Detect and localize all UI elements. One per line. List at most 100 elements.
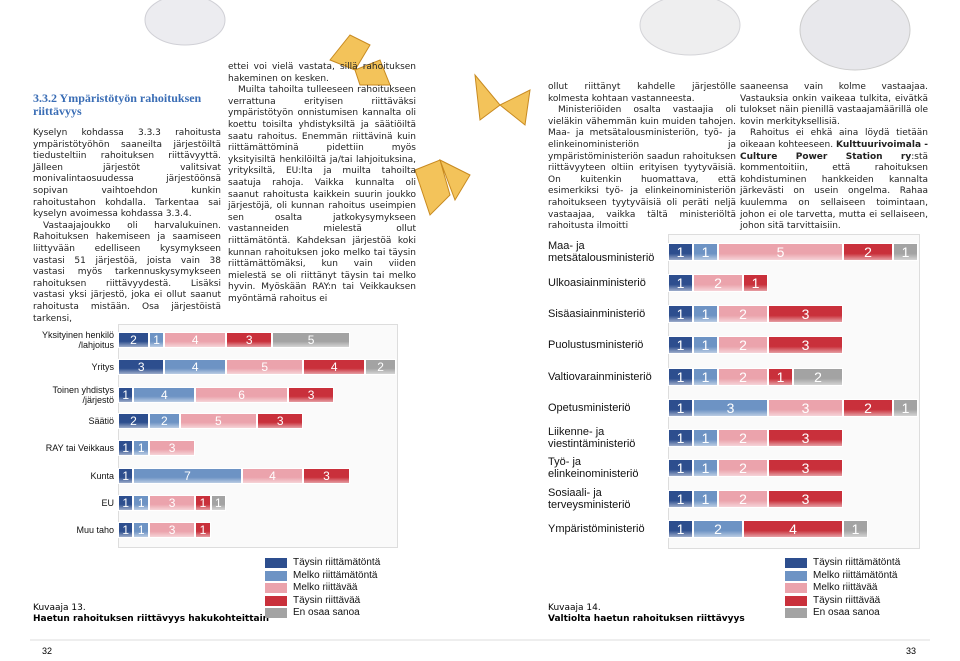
- paragraph: saaneensa vain kolme vastaajaa. Vastauks…: [740, 82, 928, 127]
- legend-label: Melko riittämätöntä: [293, 569, 378, 581]
- legend-label: Täysin riittämätöntä: [293, 557, 381, 568]
- legend-label: Melko riittävää: [813, 582, 878, 593]
- bar-segment: 2: [118, 332, 149, 348]
- category-label: Valtiovarainministeriö: [548, 371, 652, 383]
- bar-segment: 3: [118, 359, 165, 375]
- paragraph: Ministeriöiden osalta vastaajia oli viel…: [548, 105, 736, 232]
- bold-text: Kulttuurivoimala - Culture Power Station…: [740, 139, 928, 162]
- bar-segment: 3: [768, 305, 843, 323]
- bar-segment: 4: [303, 359, 366, 375]
- category-label: Yksityinen henkilö /lahjoitus: [41, 330, 114, 350]
- bar-segment: 5: [226, 359, 304, 375]
- bar-segment: 4: [164, 359, 227, 375]
- bar-segment: 2: [148, 413, 180, 429]
- bar-segment: 1: [843, 520, 868, 538]
- bar-segment: 3: [148, 522, 196, 538]
- bar-segment: 1: [693, 243, 718, 261]
- caption: Kuvaaja 14. Valtiolta haetun rahoituksen…: [548, 603, 745, 625]
- category-label: Liikenne- ja viestintäministeriö: [548, 426, 636, 450]
- bar-segment: 2: [693, 520, 743, 538]
- text-column: ettei voi vielä vastata, sillä rahoituks…: [228, 62, 416, 305]
- bar-segment: 1: [210, 495, 227, 511]
- bar-segment: 1: [668, 243, 693, 261]
- legend-label: Melko riittävää: [293, 582, 358, 593]
- legend-swatch: [785, 608, 807, 618]
- bar-segment: 1: [893, 399, 918, 417]
- bar-segment: 1: [118, 468, 134, 484]
- bar-segment: 1: [118, 495, 134, 511]
- text-column: ollut riittänyt kahdelle järjestölle kol…: [548, 82, 736, 233]
- bar-segment: 1: [668, 274, 693, 292]
- paragraph: Rahoitus ei ehkä aina löydä tietään oike…: [740, 128, 928, 232]
- category-label: Puolustusministeriö: [548, 339, 644, 351]
- category-label: Säätiö: [88, 416, 114, 426]
- bar-segment: 4: [164, 332, 227, 348]
- bar-segment: 7: [133, 468, 242, 484]
- bar-segment: 1: [693, 336, 718, 354]
- category-label: Opetusministeriö: [548, 402, 631, 414]
- bar-segment: 1: [668, 336, 693, 354]
- bar-segment: 3: [287, 387, 335, 403]
- bar-segment: 1: [693, 459, 718, 477]
- page-number: 33: [906, 646, 917, 656]
- paragraph: Muilta tahoilta tulleeseen rahoitukseen …: [228, 85, 416, 304]
- legend-swatch: [265, 583, 287, 593]
- legend-label: En osaa sanoa: [293, 607, 360, 618]
- bar-segment: 1: [668, 305, 693, 323]
- bar-segment: 1: [668, 399, 693, 417]
- legend-label: Melko riittämätöntä: [813, 569, 898, 581]
- category-label: RAY tai Veikkaus: [45, 443, 114, 453]
- paragraph: ettei voi vielä vastata, sillä rahoituks…: [228, 62, 416, 84]
- bar-segment: 1: [148, 332, 165, 348]
- bar-segment: 2: [718, 490, 768, 508]
- chart-frame: [118, 324, 398, 548]
- bar-segment: 1: [693, 305, 718, 323]
- bar-segment: 3: [303, 468, 350, 484]
- bar-segment: 1: [133, 440, 149, 456]
- bar-segment: 2: [693, 274, 743, 292]
- text-column: saaneensa vain kolme vastaajaa. Vastauks…: [740, 82, 928, 233]
- legend-label: Täysin riittämätöntä: [813, 557, 901, 568]
- bar-segment: 2: [718, 429, 768, 447]
- bar-segment: 1: [195, 495, 211, 511]
- bar-segment: 3: [226, 332, 273, 348]
- bar-segment: 5: [272, 332, 350, 348]
- bar-segment: 6: [195, 387, 288, 403]
- category-label: Sosiaali- ja terveysministeriö: [548, 487, 631, 511]
- category-label: Sisäasiainministeriö: [548, 308, 646, 320]
- caption-number: Kuvaaja 14.: [548, 603, 601, 613]
- bar-segment: 1: [668, 459, 693, 477]
- bar-segment: 1: [195, 522, 211, 538]
- bar-segment: 1: [118, 440, 134, 456]
- bar-segment: 2: [843, 243, 893, 261]
- category-label: Ympäristöministeriö: [548, 523, 645, 535]
- bar-segment: 2: [718, 368, 768, 386]
- category-label: Toinen yhdistys /järjestö: [52, 385, 114, 405]
- bar-segment: 2: [118, 413, 149, 429]
- category-label: Yritys: [91, 362, 115, 372]
- section-heading: 3.3.2 Ympäristötyön rahoituksen riittävy…: [33, 91, 202, 118]
- category-label: Työ- ja elinkeinoministeriö: [548, 456, 639, 480]
- bar-segment: 1: [668, 490, 693, 508]
- bar-segment: 4: [241, 468, 304, 484]
- bar-segment: 2: [718, 305, 768, 323]
- bar-segment: 1: [133, 495, 149, 511]
- bar-segment: 3: [768, 429, 843, 447]
- bar-segment: 3: [768, 459, 843, 477]
- bar-segment: 4: [133, 387, 196, 403]
- bar-segment: 1: [668, 368, 693, 386]
- legend-swatch: [265, 608, 287, 618]
- caption-title: Valtiolta haetun rahoituksen riittävyys: [548, 614, 745, 624]
- bar-segment: 1: [118, 387, 134, 403]
- caption-title: Haetun rahoituksen riittävyys hakukohtei…: [33, 614, 270, 624]
- category-label: Ulkoasiainministeriö: [548, 277, 646, 289]
- bar-segment: 2: [365, 359, 396, 375]
- text-column: Kyselyn kohdassa 3.3.3 rahoitusta ympäri…: [33, 128, 221, 325]
- legend-swatch: [785, 595, 807, 606]
- legend-label: Täysin riittävää: [293, 594, 361, 606]
- bar-segment: 3: [768, 399, 843, 417]
- legend-label: En osaa sanoa: [813, 607, 880, 618]
- category-label: Muu taho: [76, 525, 114, 535]
- category-label: Kunta: [90, 471, 114, 481]
- bar-segment: 1: [743, 274, 768, 292]
